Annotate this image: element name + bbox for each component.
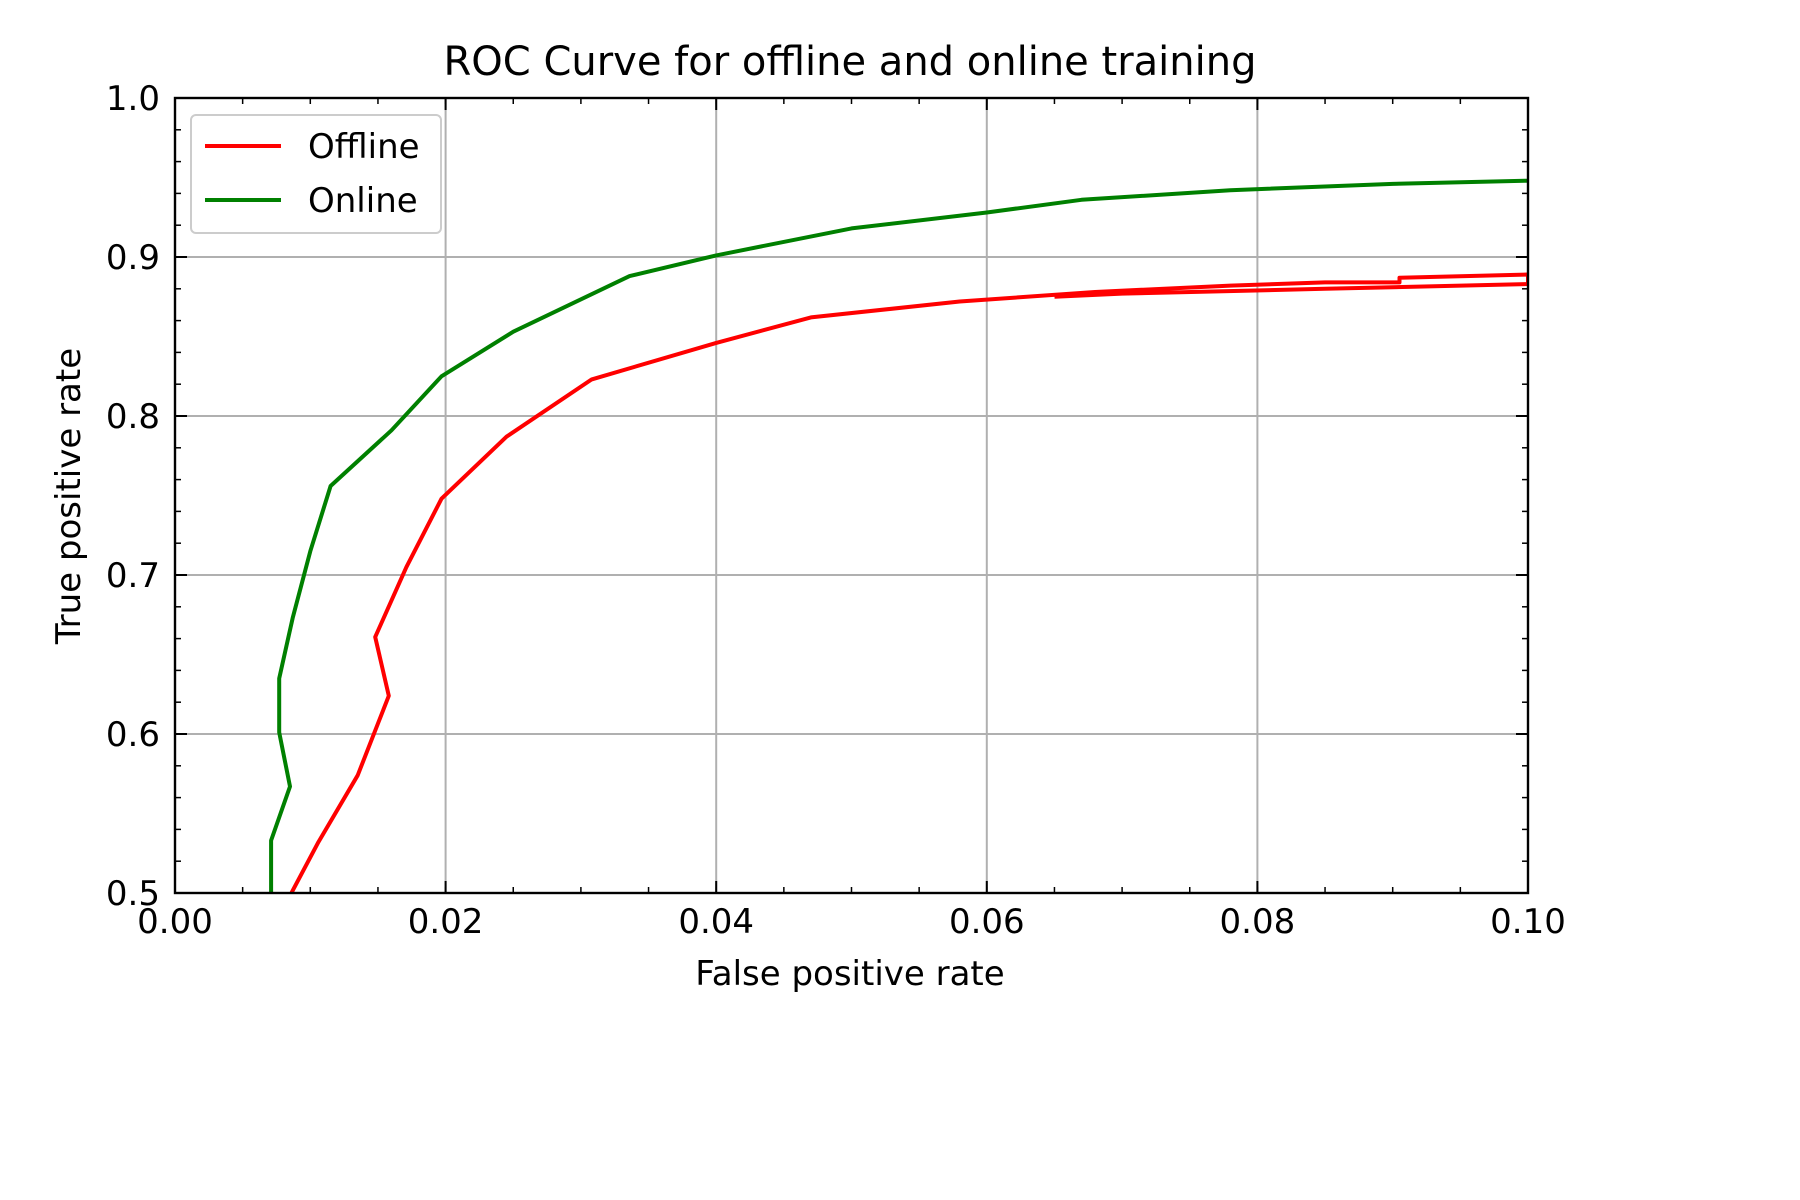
y-tick-label: 0.7	[106, 556, 160, 596]
x-tick-label: 0.00	[137, 902, 213, 942]
y-tick-label: 0.8	[106, 397, 160, 437]
y-tick-label: 1.0	[106, 79, 160, 119]
legend: Offline Online	[190, 114, 442, 234]
y-axis-label: True positive rate	[49, 348, 89, 645]
legend-label-offline: Offline	[308, 127, 420, 167]
y-tick-label: 0.6	[106, 715, 160, 755]
x-tick-label: 0.10	[1490, 902, 1566, 942]
x-tick-label: 0.06	[949, 902, 1025, 942]
chart-root: ROC Curve for offline and online trainin…	[49, 39, 1566, 994]
x-axis-label: False positive rate	[695, 954, 1004, 994]
y-tick-label: 0.9	[106, 238, 160, 278]
chart-title: ROC Curve for offline and online trainin…	[444, 39, 1257, 85]
legend-label-online: Online	[308, 181, 418, 221]
series-line-online	[269, 178, 1528, 893]
x-tick-label: 0.02	[408, 902, 484, 942]
x-tick-label: 0.04	[678, 902, 754, 942]
y-tick-label: 0.5	[106, 874, 160, 914]
x-tick-label: 0.08	[1220, 902, 1296, 942]
roc-chart: ROC Curve for offline and online trainin…	[49, 39, 1566, 994]
series-line-offline	[289, 272, 1528, 893]
axis-ticks: 0.00 0.02 0.04 0.06 0.08 0.10 0.5 0.6 0.7 0.8 0.9 1…	[106, 79, 1566, 942]
series-layer	[269, 178, 1528, 893]
